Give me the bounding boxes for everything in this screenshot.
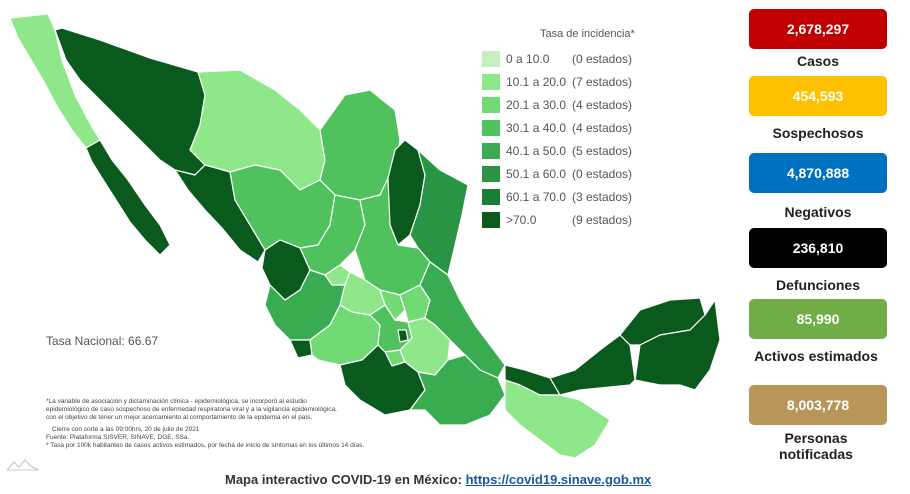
legend-swatch [482,51,500,67]
footnote-line: Fuente: Plataforma SISVER, SINAVE, DGE, … [46,434,190,441]
mexico-incidence-map [9,13,721,459]
notified-label: Personas notificadas [779,430,853,462]
legend-item: 20.1 a 30.0 (4 estados) [482,96,632,114]
legend-swatch [482,166,500,182]
notified-value-box: 8,003,778 [749,385,887,425]
state-campeche[interactable] [549,334,636,396]
legend-swatch [482,212,500,228]
footnote-line: * Tasa por 100k habitantes de casos acti… [46,442,365,449]
interactive-map-caption: Mapa interactivo COVID-19 en México: htt… [225,472,651,487]
state-quintana-roo[interactable] [634,299,721,391]
legend-item: >70.0 (9 estados) [482,211,632,229]
negative-value-box: 4,870,888 [749,153,887,193]
legend-range: >70.0 [506,213,537,227]
legend-item: 40.1 a 50.0 (5 estados) [482,142,632,160]
legend-range: 0 a 10.0 [506,52,550,66]
interactive-map-label: Mapa interactivo COVID-19 en México: [225,472,466,487]
footnote-line: con el objetivo de tener un mejor acerca… [46,414,313,421]
legend-swatch [482,189,500,205]
legend-count: (5 estados) [572,144,633,158]
legend-range: 60.1 a 70.0 [506,190,567,204]
suspected-value-box: 454,593 [749,76,887,116]
state-cdmx[interactable] [397,329,409,343]
legend-item: 60.1 a 70.0 (3 estados) [482,188,632,206]
legend-title: Tasa de incidencia* [540,28,635,40]
footnote-line: *La variable de asociación y dictaminaci… [46,398,307,405]
legend-item: 30.1 a 40.0 (4 estados) [482,119,632,137]
legend-range: 30.1 a 40.0 [506,121,567,135]
negative-label: Negativos [784,204,852,220]
legend-range: 10.1 a 20.0 [506,75,567,89]
legend-item: 10.1 a 20.0 (7 estados) [482,73,632,91]
footnote-line: Cierre con corte a las 09:00hrs, 20 de j… [52,426,200,433]
legend-swatch [482,97,500,113]
legend-swatch [482,120,500,136]
mountain-logo-icon [6,459,40,471]
legend-swatch [482,143,500,159]
legend-range: 40.1 a 50.0 [506,144,567,158]
state-queretaro[interactable] [379,289,406,321]
suspected-label: Sospechosos [772,125,864,141]
legend-count: (0 estados) [572,167,633,181]
active-value-box: 85,990 [749,299,887,339]
legend-item: 50.1 a 60.0 (0 estados) [482,165,632,183]
footnote-line: epidemiológico de caso sospechoso de enf… [46,406,337,413]
interactive-map-link[interactable]: https://covid19.sinave.gob.mx [465,472,652,487]
legend-count: (9 estados) [572,213,633,227]
active-label: Activos estimados [754,348,878,364]
legend-count: (4 estados) [572,121,633,135]
cases-value-box: 2,678,297 [749,9,887,49]
footnotes: *La variable de asociación y dictaminaci… [46,398,416,450]
legend-item: 0 a 10.0 (0 estados) [482,50,632,68]
state-baja-california-sur[interactable] [85,139,171,256]
deaths-label: Defunciones [775,277,860,293]
legend-count: (3 estados) [572,190,633,204]
state-chiapas[interactable] [504,379,611,459]
legend-count: (7 estados) [572,75,633,89]
legend-swatch [482,74,500,90]
legend-range: 20.1 a 30.0 [506,98,567,112]
legend-count: (0 estados) [572,52,633,66]
deaths-value-box: 236,810 [749,228,887,268]
legend-range: 50.1 a 60.0 [506,167,567,181]
state-colima[interactable] [289,339,313,359]
cases-label: Casos [796,53,840,69]
state-oaxaca[interactable] [409,354,506,426]
national-rate: Tasa Nacional: 66.67 [46,334,159,348]
legend-count: (4 estados) [572,98,633,112]
